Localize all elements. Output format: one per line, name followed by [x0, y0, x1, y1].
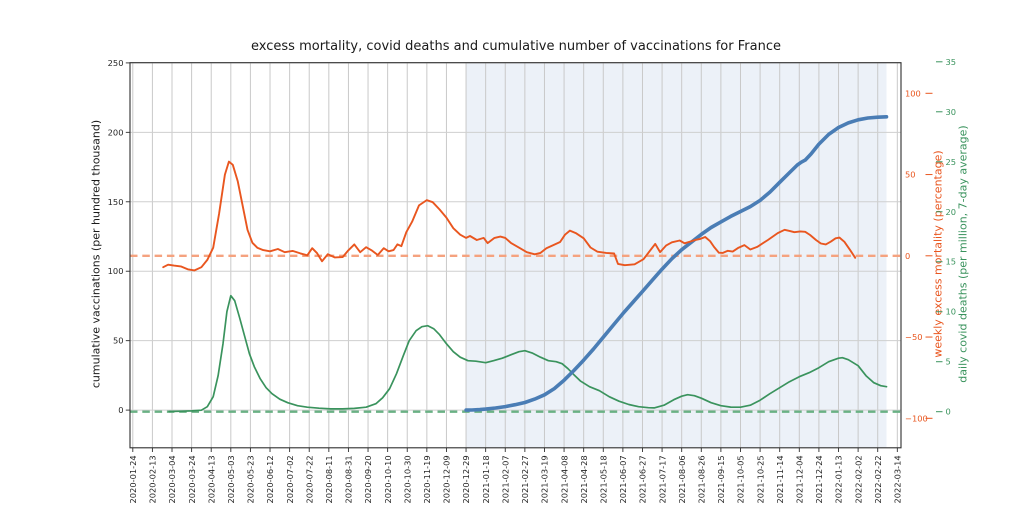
- mortality-tick-label: 50: [905, 170, 916, 180]
- x-tick-label: 2021-03-19: [540, 455, 550, 503]
- x-tick-label: 2020-10-10: [383, 455, 393, 503]
- x-tick-label: 2020-05-03: [226, 455, 236, 503]
- x-tick-label: 2020-07-02: [285, 455, 295, 503]
- left-tick-label: 200: [108, 127, 124, 137]
- x-tick-label: 2021-06-27: [638, 455, 648, 503]
- x-tick-label: 2020-04-13: [206, 455, 216, 503]
- x-tick-label: 2020-11-19: [422, 455, 432, 503]
- deaths-tick-label: 15: [946, 257, 957, 267]
- left-tick-label: 250: [108, 58, 124, 68]
- mortality-tick-label: −100: [905, 413, 928, 423]
- x-tick-label: 2021-10-25: [755, 455, 765, 503]
- x-tick-label: 2021-11-14: [775, 455, 785, 503]
- x-tick-label: 2020-10-30: [402, 455, 412, 503]
- x-tick-label: 2021-08-06: [677, 455, 687, 503]
- left-tick-label: 50: [113, 336, 124, 346]
- x-tick-label: 2022-01-13: [834, 455, 844, 503]
- x-axis-ticks: 2020-01-24 2020-02-13 2020-03-04 2020-03-24…: [128, 447, 903, 504]
- deaths-tick-label: 20: [946, 207, 957, 217]
- left-axis-ticks: 0 50 100 150 200 250: [108, 58, 130, 415]
- series-covid-deaths-line: [168, 294, 888, 413]
- x-tick-label: 2020-03-04: [167, 455, 177, 503]
- x-tick-label: 2020-01-24: [128, 455, 138, 503]
- x-tick-label: 2022-02-22: [873, 455, 883, 503]
- x-tick-label: 2020-08-11: [324, 455, 334, 503]
- x-tick-label: 2021-05-18: [598, 455, 608, 503]
- deaths-tick-label: 30: [946, 107, 957, 117]
- deaths-tick-label: 5: [946, 357, 951, 367]
- x-tick-label: 2022-02-02: [853, 455, 863, 503]
- x-tick-label: 2021-09-15: [716, 455, 726, 503]
- x-tick-label: 2020-06-12: [265, 455, 275, 503]
- x-tick-label: 2021-02-07: [500, 455, 510, 503]
- x-tick-label: 2020-08-31: [344, 455, 354, 503]
- x-tick-label: 2020-12-29: [461, 455, 471, 503]
- x-tick-label: 2020-02-13: [148, 455, 158, 503]
- series-excess-mortality-line: [162, 160, 857, 272]
- x-tick-label: 2021-12-04: [795, 455, 805, 503]
- mortality-axis-ticks: 100 50 0 −50 −100: [905, 88, 933, 423]
- deaths-tick-label: 25: [946, 157, 957, 167]
- x-tick-label: 2021-12-24: [814, 455, 824, 503]
- plot-spines: [129, 62, 902, 449]
- deaths-tick-label: 35: [946, 57, 957, 67]
- x-tick-label: 2020-12-09: [442, 455, 452, 503]
- deaths-tick-label: 0: [946, 407, 951, 417]
- x-tick-label: 2020-03-24: [187, 455, 197, 503]
- deaths-tick-label: 10: [946, 307, 957, 317]
- x-tick-label: 2021-02-27: [520, 455, 530, 503]
- chart-title: excess mortality, covid deaths and cumul…: [251, 39, 781, 54]
- left-tick-label: 100: [108, 266, 124, 276]
- x-tick-label: 2021-07-17: [657, 455, 667, 503]
- x-tick-label: 2022-03-14: [893, 455, 903, 503]
- x-tick-label: 2021-08-26: [696, 455, 706, 503]
- deaths-axis-ticks: 35 30 25 20 15 10 5 0: [936, 57, 956, 417]
- x-tick-label: 2020-07-22: [304, 455, 314, 503]
- series-vaccinations-line: [464, 115, 889, 412]
- x-tick-label: 2020-09-20: [363, 455, 373, 503]
- x-tick-label: 2020-05-23: [246, 455, 256, 503]
- mortality-tick-label: −50: [905, 332, 923, 342]
- left-tick-label: 150: [108, 197, 124, 207]
- x-tick-label: 2021-04-28: [579, 455, 589, 503]
- mortality-tick-label: 0: [905, 251, 910, 261]
- x-tick-label: 2021-10-05: [736, 455, 746, 503]
- x-tick-label: 2021-01-18: [481, 455, 491, 503]
- left-tick-label: 0: [118, 405, 123, 415]
- x-tick-label: 2021-04-08: [559, 455, 569, 503]
- mortality-tick-label: 100: [905, 88, 921, 98]
- x-tick-label: 2021-06-07: [618, 455, 628, 503]
- reference-lines: [130, 254, 901, 413]
